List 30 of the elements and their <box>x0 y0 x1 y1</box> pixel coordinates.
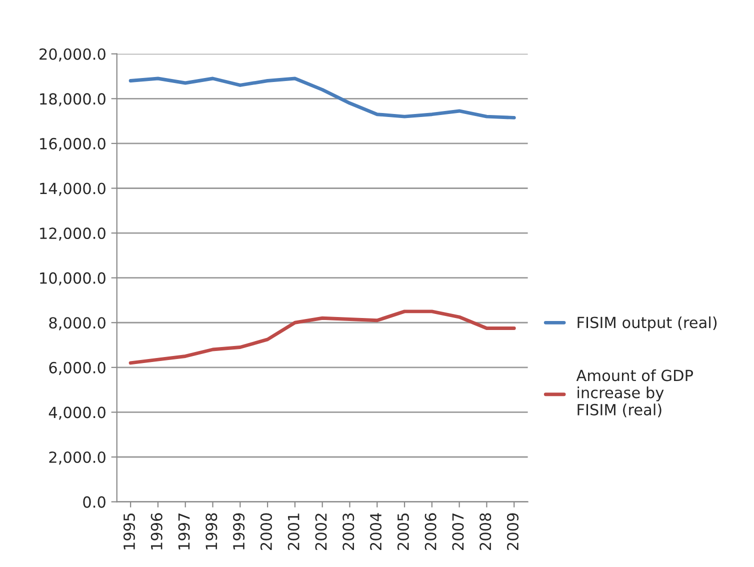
legend-label: Amount of GDP increase by FISIM (real) <box>576 369 693 418</box>
x-tick-label: 2001 <box>288 514 300 550</box>
x-tick-label: 1996 <box>150 513 162 550</box>
y-tick-label: 8,000.0 <box>49 317 106 330</box>
y-tick-label: 20,000.0 <box>40 48 106 62</box>
x-tick-label: 2005 <box>397 514 409 550</box>
y-tick-label: 6,000.0 <box>49 362 106 375</box>
x-tick-label: 2008 <box>480 513 492 550</box>
x-tick-label: 2006 <box>424 513 436 550</box>
x-tick-label: 2009 <box>506 513 519 550</box>
x-tick-label: 2000 <box>260 513 272 550</box>
y-tick-label: 12,000.0 <box>40 228 106 241</box>
y-tick-label: 4,000.0 <box>48 406 106 420</box>
y-tick-label: 16,000.0 <box>40 138 106 152</box>
legend-label: FISIM output (real) <box>578 316 717 332</box>
x-tick-label: 1998 <box>206 513 218 550</box>
x-tick-label: 1999 <box>233 513 245 550</box>
y-tick-label: 18,000.0 <box>40 93 106 106</box>
y-tick-label: 0.0 <box>83 496 106 508</box>
x-tick-label: 2002 <box>315 514 327 550</box>
x-tick-label: 2003 <box>342 513 354 550</box>
line-series <box>128 310 516 365</box>
x-tick-label: 1995 <box>123 514 135 550</box>
line-series <box>128 76 516 120</box>
y-tick-label: 14,000.0 <box>40 182 106 196</box>
y-tick-label: 2,000.0 <box>49 451 106 465</box>
y-tick-label: 10,000.0 <box>40 272 106 286</box>
x-tick-label: 2007 <box>452 514 464 550</box>
x-tick-label: 2004 <box>370 513 382 550</box>
x-tick-label: 1997 <box>178 514 190 550</box>
